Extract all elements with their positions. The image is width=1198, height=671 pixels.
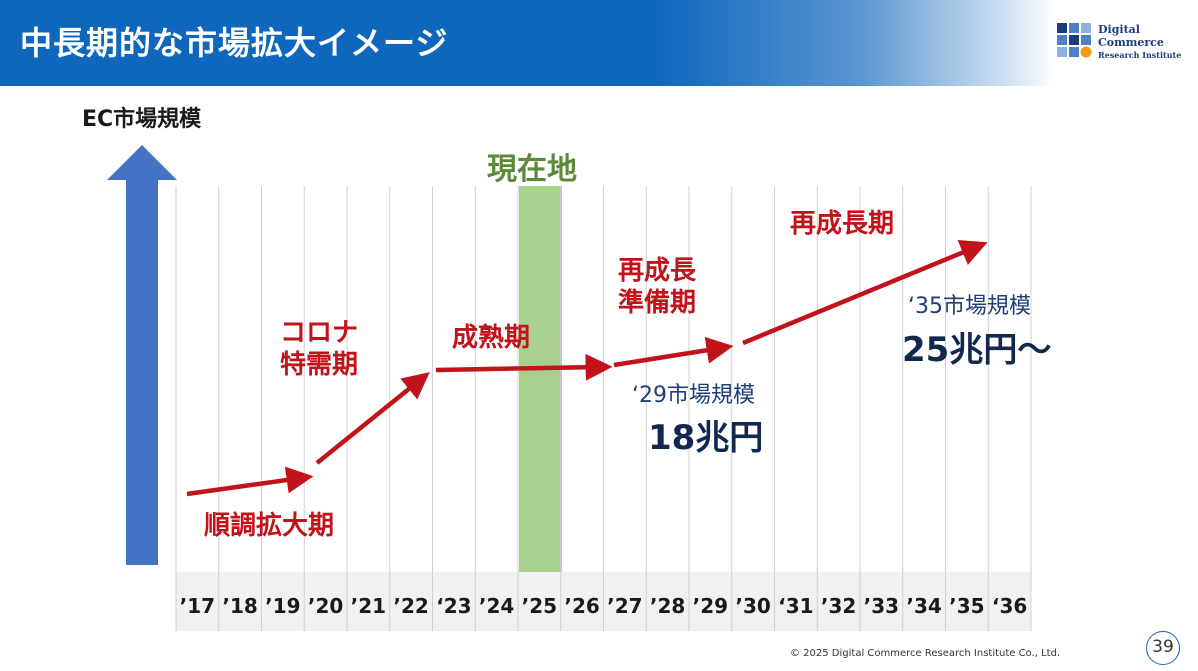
year-tick-label: ’17 <box>180 594 215 618</box>
current-year-highlight <box>519 186 562 572</box>
trend-arrow-1 <box>186 466 314 497</box>
year-tick-label: ’28 <box>650 594 685 618</box>
logo-text: Digital Commerce Research Institute <box>1098 23 1181 62</box>
year-tick-label: ‘31 <box>778 594 813 618</box>
y-axis-label: EC市場規模 <box>82 107 202 132</box>
year-tick-label: ’33 <box>864 594 899 618</box>
copyright-text: © 2025 Digital Commerce Research Institu… <box>790 648 1061 659</box>
phase-label-mature: 成熟期 <box>452 322 530 354</box>
logo-line-2: Commerce <box>1098 36 1164 49</box>
year-tick-label: ’20 <box>308 594 343 618</box>
gridlines <box>175 186 1032 631</box>
year-tick-label: ’22 <box>393 594 428 618</box>
phase-line: コロナ <box>280 318 359 348</box>
year-tick-label: ’21 <box>351 594 386 618</box>
projection-2035-value: 25兆円～ <box>902 330 1052 370</box>
year-tick-label: ’35 <box>949 594 984 618</box>
current-position-label: 現在地 <box>487 152 577 187</box>
year-tick-labels: ’17 ’18 ’19 ’20 ’21 ’22 ‘23 ’24 ’25 ’26 ’27 ’28 ’29 ’… <box>180 594 1028 618</box>
year-tick-label: ’19 <box>265 594 300 618</box>
projection-2035-label: ‘35市場規模 <box>908 294 1031 319</box>
logo-grid-icon <box>1057 23 1092 58</box>
year-tick-label: ’32 <box>821 594 856 618</box>
projection-2029-label: ‘29市場規模 <box>632 383 755 408</box>
phase-line: 特需期 <box>280 350 359 380</box>
year-tick-label: ‘36 <box>992 594 1027 618</box>
phase-line: 成熟期 <box>452 323 531 353</box>
year-tick-label: ’18 <box>222 594 257 618</box>
phase-line: 準備期 <box>618 288 697 318</box>
year-tick-label: ’27 <box>607 594 642 618</box>
trend-arrow-3 <box>435 353 613 381</box>
phase-label-regrowth: 再成長期 <box>790 208 894 240</box>
phase-line: 再成長 <box>618 256 697 286</box>
year-tick-label: ’34 <box>906 594 941 618</box>
phase-line: 再成長期 <box>790 209 895 239</box>
logo-line-1: Digital <box>1098 23 1140 36</box>
company-logo: Digital Commerce Research Institute <box>1057 23 1187 65</box>
phase-label-steady-growth: 順調拡大期 <box>204 510 334 542</box>
y-axis-arrow-icon <box>107 145 177 565</box>
trend-arrow-2 <box>315 372 430 465</box>
header-bar <box>0 0 1198 86</box>
trend-arrows <box>186 240 988 497</box>
phase-label-regrowth-prep: 再成長 準備期 <box>618 255 696 319</box>
trend-arrow-4 <box>613 336 734 368</box>
projection-2029-value: 18兆円 <box>648 418 764 458</box>
year-tick-label: ’24 <box>479 594 514 618</box>
trend-arrow-5 <box>742 240 988 346</box>
year-tick-label: ’25 <box>522 594 557 618</box>
phase-line: 順調拡大期 <box>204 511 335 541</box>
year-tick-label: ’29 <box>693 594 728 618</box>
year-tick-label: ‘23 <box>436 594 471 618</box>
phase-label-covid-demand: コロナ 特需期 <box>280 317 358 381</box>
logo-line-3: Research Institute <box>1098 50 1182 60</box>
slide-title: 中長期的な市場拡大イメージ <box>20 24 449 62</box>
year-tick-label: ’26 <box>564 594 599 618</box>
year-tick-label: ’30 <box>735 594 770 618</box>
page-number: 39 <box>1146 631 1180 665</box>
